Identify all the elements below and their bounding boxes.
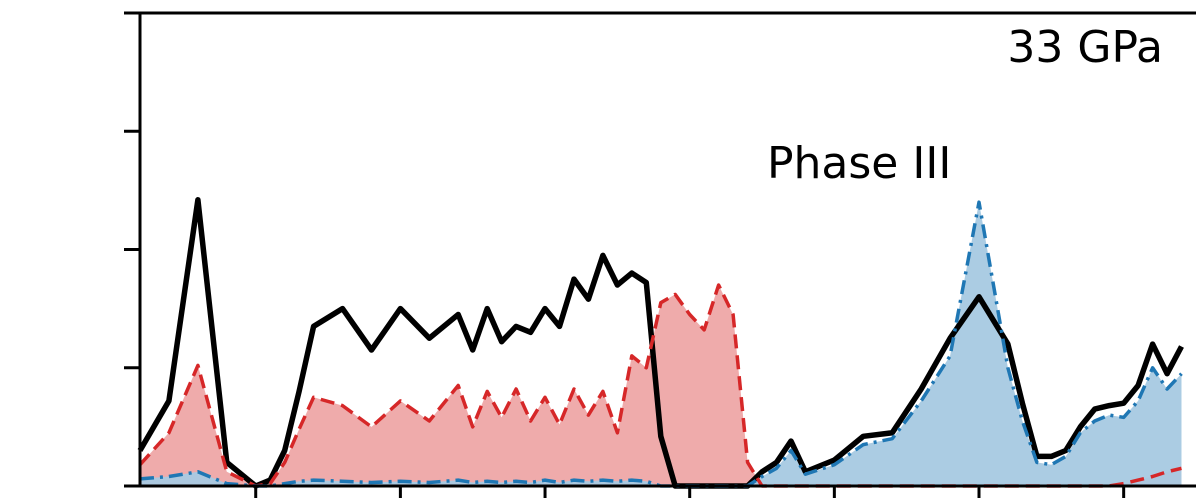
series-3-area <box>140 202 1182 486</box>
y-tick-group <box>124 11 140 488</box>
series-2-area <box>140 285 1182 486</box>
series-3-line <box>139 200 1183 488</box>
phase-annotation: Phase III <box>767 138 951 189</box>
x-tick-group <box>254 486 1126 498</box>
series-fill-group <box>140 202 1182 486</box>
pressure-annotation: 33 GPa <box>1007 22 1163 73</box>
series-2-line <box>138 283 1182 488</box>
